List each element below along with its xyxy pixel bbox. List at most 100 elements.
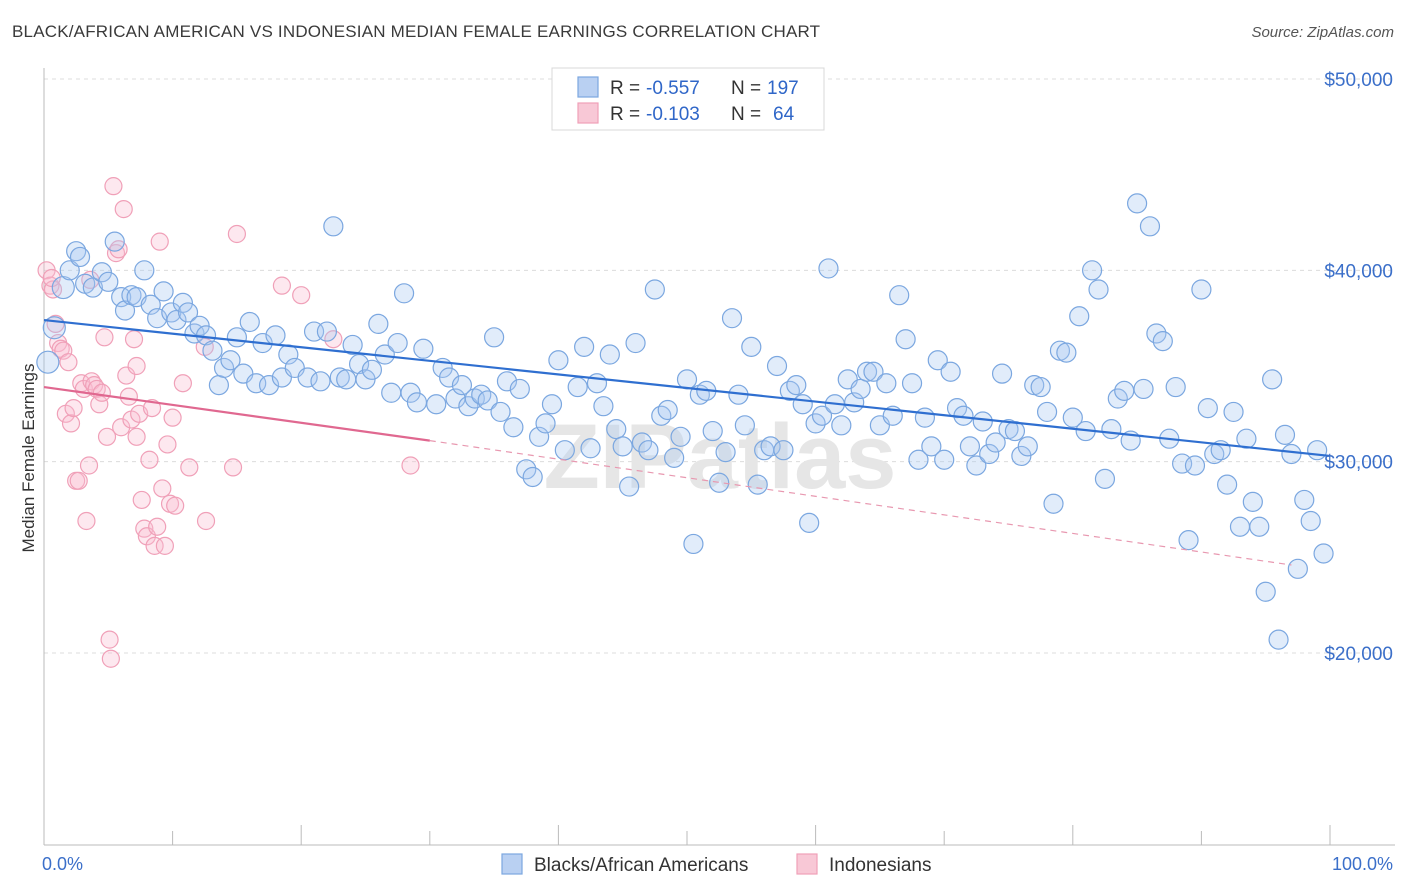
x-tick-label-1: 100.0%	[1332, 854, 1393, 874]
blacks-point-61	[438, 367, 460, 388]
blacks-point-11	[111, 287, 132, 308]
blacks-point-84	[593, 396, 614, 417]
indonesians-point-57	[292, 286, 311, 305]
blacks-point-110	[760, 436, 781, 457]
blacks-point-103	[715, 442, 736, 463]
blacks-point-174	[1172, 453, 1193, 474]
legend-r-label-1: R =	[610, 78, 640, 99]
blacks-point-125	[856, 361, 878, 382]
indonesians-point-56	[272, 276, 292, 295]
blacks-point-131	[895, 329, 916, 350]
blacks-points	[36, 193, 1334, 650]
blacks-point-9	[98, 271, 119, 292]
blacks-point-135	[921, 436, 942, 457]
blacks-point-168	[1133, 378, 1154, 400]
bottom-legend-blacks: Blacks/African Americans	[534, 855, 748, 876]
indonesians-point-26	[104, 177, 123, 196]
y-tick-label-3: $50,000	[1324, 70, 1393, 91]
blacks-point-16	[140, 294, 161, 315]
blacks-point-162	[1094, 468, 1116, 489]
blacks-point-177	[1191, 279, 1212, 300]
blacks-point-112	[773, 440, 794, 461]
blacks-point-21	[172, 292, 193, 313]
blacks-point-33	[246, 373, 267, 394]
blacks-point-86	[606, 419, 627, 440]
indonesians-point-50	[166, 496, 185, 515]
blacks-point-107	[741, 336, 762, 357]
indonesians-point-8	[59, 353, 78, 372]
blacks-point-75	[529, 426, 550, 447]
blacks-point-12	[114, 300, 136, 321]
blacks-point-72	[509, 378, 530, 400]
blacks-point-63	[451, 375, 473, 396]
blacks-point-71	[503, 417, 524, 438]
blacks-point-111	[766, 355, 788, 377]
blacks-point-138	[940, 361, 961, 382]
blacks-point-80	[567, 376, 588, 398]
blacks-point-108	[747, 474, 768, 495]
legend-n-label-2: N =	[731, 104, 761, 125]
blacks-point-196	[1313, 543, 1334, 564]
indonesians-points	[37, 177, 420, 668]
blacks-point-85	[599, 344, 620, 365]
blacks-point-93	[651, 405, 672, 426]
blacks-point-136	[927, 350, 948, 371]
indonesians-point-44	[150, 232, 169, 251]
blacks-point-186	[1249, 516, 1270, 537]
blacks-point-15	[134, 260, 155, 281]
blacks-point-185	[1242, 491, 1263, 512]
legend-swatch-pink	[577, 102, 599, 124]
blacks-point-32	[239, 311, 260, 333]
blacks-point-101	[702, 420, 723, 442]
blacks-point-143	[972, 411, 993, 432]
blacks-point-51	[368, 313, 389, 335]
legend-r-value-2: -0.103	[646, 104, 700, 125]
blacks-point-161	[1088, 279, 1109, 300]
blacks-point-134	[914, 407, 936, 428]
indonesians-point-15	[77, 511, 96, 531]
indonesians-point-34	[124, 330, 144, 349]
blacks-point-153	[1036, 401, 1058, 423]
blacks-point-0	[36, 350, 60, 374]
legend-r-value-1: -0.557	[646, 78, 700, 99]
blacks-point-102	[709, 472, 730, 493]
y-tick-label-0: $20,000	[1324, 644, 1393, 665]
blacks-point-26	[202, 340, 223, 361]
blacks-point-137	[934, 449, 955, 470]
chart-source: Source: ZipAtlas.com	[1251, 24, 1394, 41]
blacks-point-171	[1152, 331, 1173, 352]
blacks-point-187	[1255, 581, 1276, 602]
blacks-point-88	[619, 476, 640, 497]
blacks-point-78	[548, 350, 569, 371]
indonesians-trend-dashed	[429, 440, 1292, 566]
indonesians-point-52	[180, 458, 199, 477]
blacks-point-69	[490, 401, 511, 423]
bottom-legend-swatch-blue	[501, 853, 523, 875]
indonesians-point-46	[155, 536, 174, 555]
indonesians-point-51	[173, 374, 192, 393]
blacks-point-50	[361, 359, 383, 380]
indonesians-point-37	[132, 490, 151, 510]
blacks-point-178	[1197, 397, 1218, 419]
blacks-point-30	[226, 327, 247, 348]
blacks-point-126	[863, 361, 884, 382]
blacks-point-190	[1274, 424, 1296, 445]
blacks-point-152	[1030, 376, 1051, 398]
blacks-point-119	[818, 258, 839, 279]
blacks-point-65	[464, 388, 485, 409]
blacks-point-128	[876, 373, 897, 394]
x-tick-labels: 0.0% 100.0%	[42, 854, 1393, 874]
y-tick-label-2: $40,000	[1324, 261, 1393, 282]
blacks-point-130	[889, 285, 910, 306]
blacks-point-76	[535, 413, 556, 434]
blacks-point-58	[413, 338, 434, 359]
indonesians-point-25	[101, 649, 120, 668]
blacks-point-193	[1294, 489, 1315, 511]
blacks-point-47	[342, 334, 363, 356]
blacks-point-22	[177, 302, 199, 323]
axes	[43, 68, 1395, 846]
blacks-point-160	[1081, 260, 1103, 281]
blacks-point-66	[471, 384, 492, 405]
blacks-point-98	[683, 533, 704, 555]
blacks-point-48	[348, 353, 370, 375]
